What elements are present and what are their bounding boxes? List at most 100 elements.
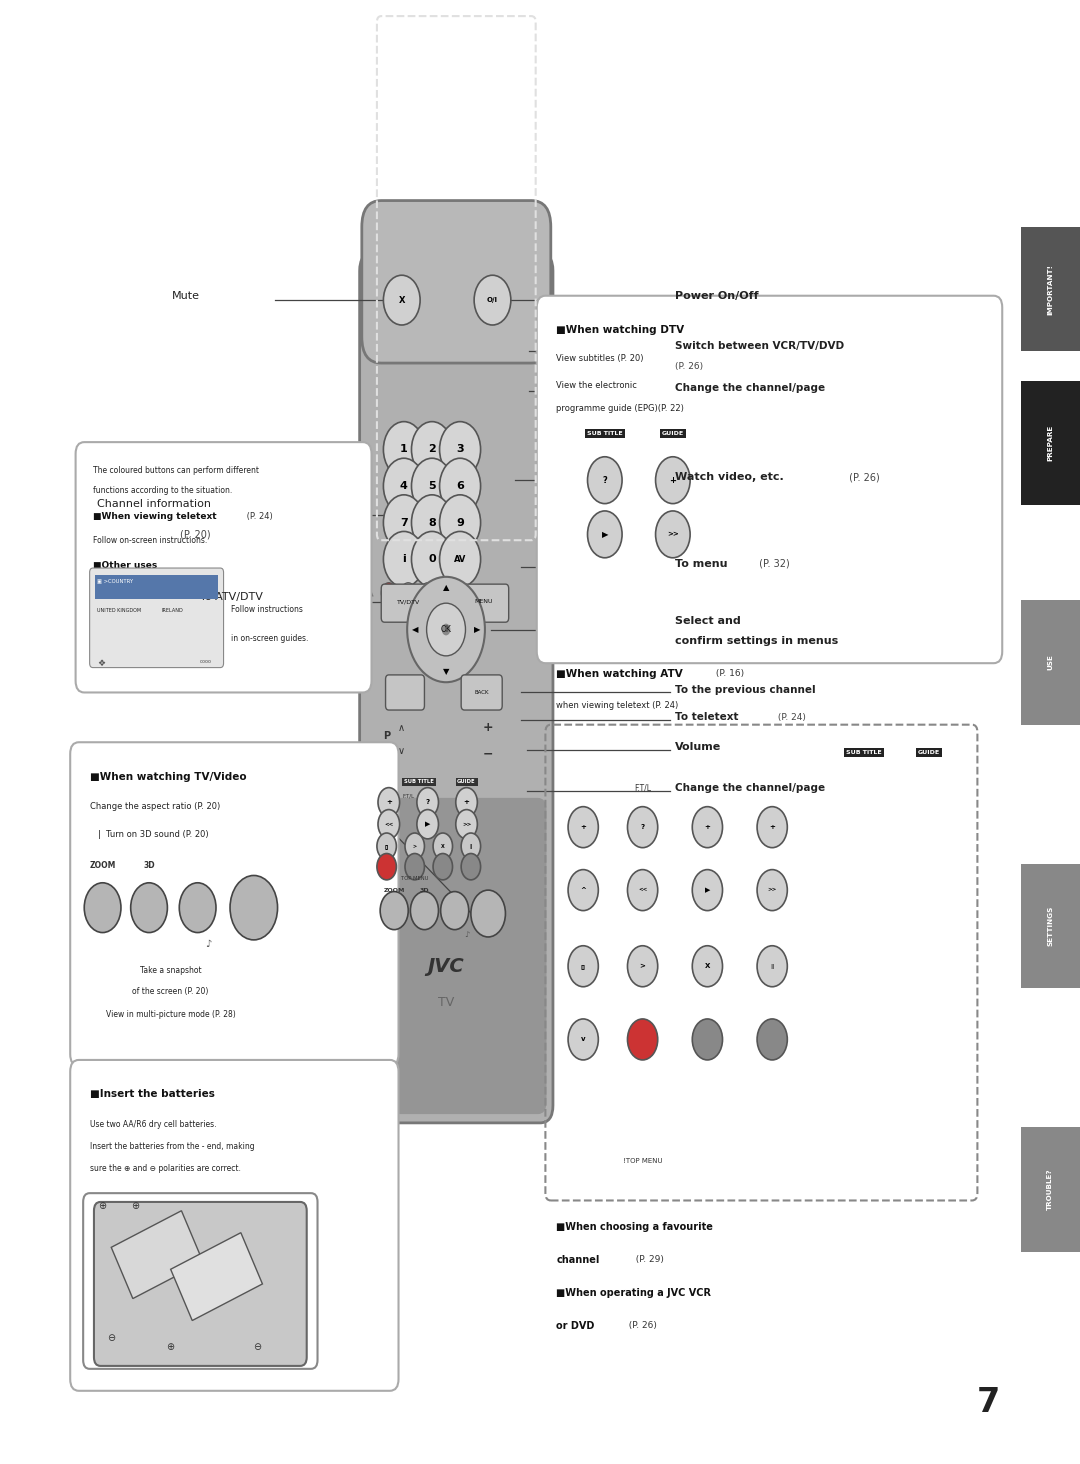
Bar (1021, 864, 1080, 988)
Text: ZOOM: ZOOM (90, 861, 116, 870)
Text: +: + (463, 799, 470, 805)
Text: JVC: JVC (428, 957, 464, 975)
Circle shape (440, 458, 481, 514)
Text: []: [] (384, 843, 389, 849)
Text: ⊖: ⊖ (107, 1334, 116, 1342)
Text: O/I: O/I (487, 297, 498, 303)
Text: TROUBLE?: TROUBLE? (1048, 1168, 1053, 1211)
Text: when viewing teletext (P. 24): when viewing teletext (P. 24) (556, 701, 678, 710)
Text: ||: || (770, 963, 774, 969)
Bar (1021, 1127, 1080, 1252)
Circle shape (627, 807, 658, 848)
Text: USE: USE (1048, 654, 1053, 671)
Circle shape (407, 577, 485, 682)
Text: MENU: MENU (474, 599, 494, 605)
Text: Volume: Volume (675, 742, 721, 751)
Text: Change the aspect ratio (P. 20): Change the aspect ratio (P. 20) (90, 802, 220, 811)
Circle shape (757, 1019, 787, 1060)
Text: (P. 32): (P. 32) (756, 559, 789, 568)
Text: Follow instructions: Follow instructions (231, 605, 303, 613)
Text: ?: ? (603, 476, 607, 485)
Text: ■When watching ATV: ■When watching ATV (556, 669, 683, 679)
Circle shape (692, 807, 723, 848)
Text: ▼: ▼ (443, 668, 449, 676)
Text: ▶: ▶ (474, 625, 481, 634)
Bar (1021, 381, 1080, 505)
Circle shape (442, 624, 450, 635)
Text: Select and: Select and (675, 616, 741, 625)
Circle shape (692, 946, 723, 987)
Text: Change the channel/page: Change the channel/page (675, 384, 825, 392)
Circle shape (440, 583, 455, 603)
Text: ||: || (469, 843, 473, 849)
Text: (P. 26): (P. 26) (846, 473, 879, 482)
Text: ▲: ▲ (443, 583, 449, 591)
Circle shape (757, 870, 787, 911)
Text: (P. 16): (P. 16) (713, 669, 744, 678)
FancyBboxPatch shape (537, 296, 1002, 663)
Text: |  Turn on 3D sound (P. 20): | Turn on 3D sound (P. 20) (98, 830, 208, 839)
Text: >>: >> (667, 531, 678, 537)
Circle shape (627, 870, 658, 911)
Circle shape (411, 531, 453, 587)
Circle shape (441, 892, 469, 930)
Text: TOP MENU: TOP MENU (401, 875, 429, 881)
Circle shape (378, 788, 400, 817)
Text: +: + (670, 476, 676, 485)
Text: To teletext: To teletext (675, 713, 739, 722)
Circle shape (692, 1019, 723, 1060)
Text: F.T/L: F.T/L (402, 793, 415, 799)
Text: +: + (704, 824, 711, 830)
Text: ♪: ♪ (464, 930, 469, 938)
Circle shape (456, 810, 477, 839)
Text: of the screen (P. 20): of the screen (P. 20) (133, 987, 208, 996)
Text: IRELAND: IRELAND (162, 608, 184, 612)
Text: 8: 8 (428, 518, 436, 527)
Text: F.T/L: F.T/L (634, 783, 651, 792)
Circle shape (692, 870, 723, 911)
Circle shape (417, 810, 438, 839)
Text: 3: 3 (456, 445, 464, 454)
Text: Change the channel/page: Change the channel/page (675, 783, 825, 792)
Text: 5: 5 (428, 482, 436, 490)
Circle shape (568, 946, 598, 987)
Text: ?: ? (426, 799, 430, 805)
Text: ▶: ▶ (426, 821, 430, 827)
Text: To ATV/DTV: To ATV/DTV (200, 593, 262, 602)
FancyBboxPatch shape (360, 253, 553, 1123)
Text: View subtitles (P. 20): View subtitles (P. 20) (556, 354, 644, 363)
Text: Insert the batteries from the - end, making: Insert the batteries from the - end, mak… (90, 1142, 254, 1151)
Circle shape (230, 875, 278, 940)
Text: X: X (705, 963, 710, 969)
Bar (95, 575, 218, 599)
Text: Channel information: Channel information (96, 499, 211, 509)
Circle shape (417, 788, 438, 817)
FancyBboxPatch shape (461, 675, 502, 710)
Circle shape (440, 495, 481, 550)
Circle shape (627, 1019, 658, 1060)
Text: OK: OK (441, 625, 451, 634)
Text: 6: 6 (456, 482, 464, 490)
Text: in on-screen guides.: in on-screen guides. (231, 634, 309, 643)
Text: P: P (383, 732, 390, 741)
Text: ❖: ❖ (97, 659, 106, 668)
Text: PREPARE: PREPARE (1048, 425, 1053, 461)
Text: X: X (441, 843, 445, 849)
Text: ♪: ♪ (205, 940, 212, 949)
Circle shape (405, 833, 424, 859)
Circle shape (456, 788, 477, 817)
FancyBboxPatch shape (459, 584, 509, 622)
Text: 7: 7 (400, 518, 408, 527)
Circle shape (440, 531, 481, 587)
Circle shape (377, 833, 396, 859)
Circle shape (568, 807, 598, 848)
Polygon shape (111, 1211, 203, 1299)
Text: AV: AV (454, 555, 467, 564)
Circle shape (377, 854, 396, 880)
Circle shape (433, 833, 453, 859)
Text: ^: ^ (580, 887, 586, 893)
Text: ■When viewing teletext: ■When viewing teletext (93, 512, 216, 521)
Text: oooo: oooo (200, 659, 212, 663)
Text: ?: ? (640, 824, 645, 830)
Text: ∧: ∧ (399, 723, 405, 732)
